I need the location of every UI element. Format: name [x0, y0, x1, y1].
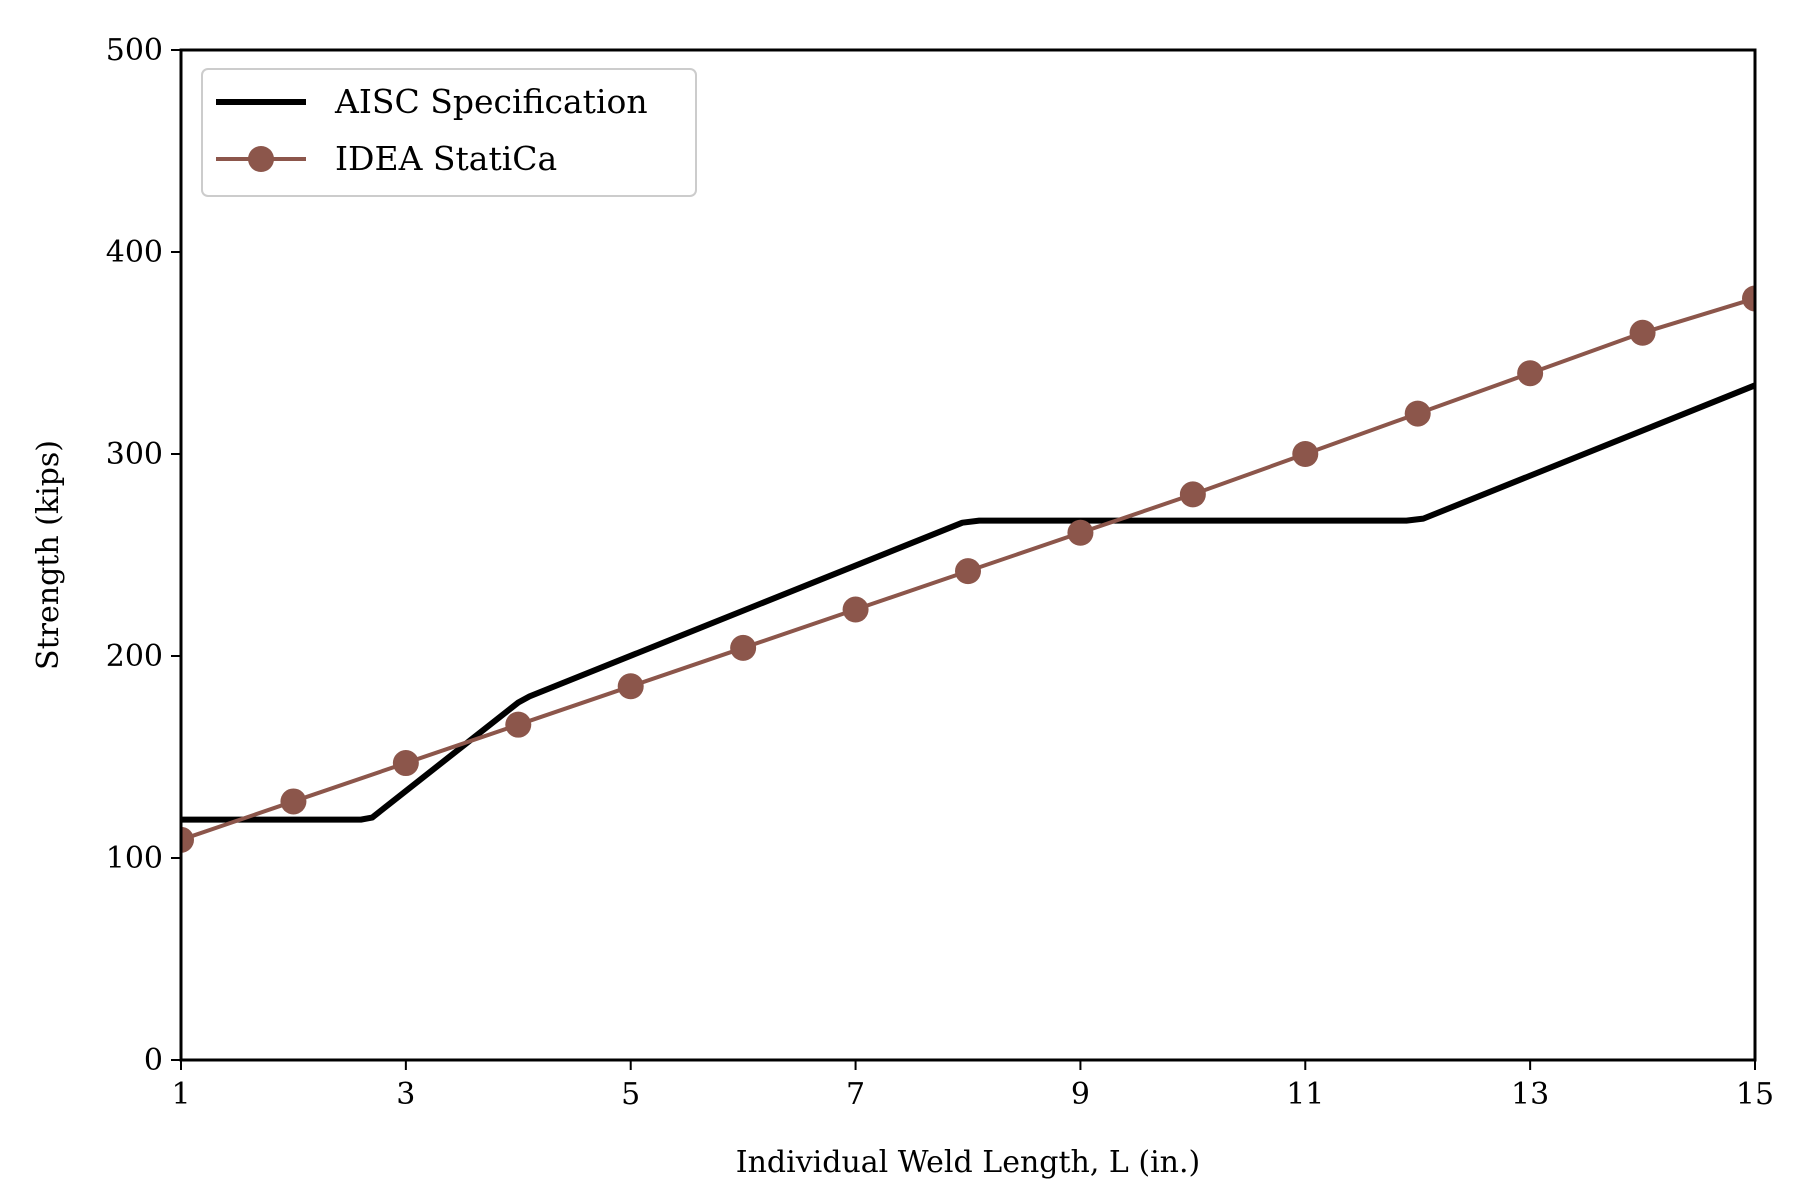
data-point [955, 558, 981, 585]
y-tick-label: 100 [106, 841, 163, 876]
x-tick-label: 15 [1736, 1077, 1774, 1112]
data-point [181, 826, 194, 853]
y-tick-label: 0 [144, 1043, 163, 1078]
x-tick-label: 7 [846, 1077, 865, 1112]
x-tick-label: 5 [621, 1077, 640, 1112]
legend-box [201, 68, 697, 197]
data-point [505, 711, 532, 738]
legend-label-idea: IDEA StatiCa [335, 139, 557, 178]
series-layer [180, 285, 1757, 853]
x-tick-label: 11 [1286, 1077, 1324, 1112]
y-tick-label: 300 [106, 437, 163, 472]
data-point [1404, 400, 1431, 427]
x-axis-label: Individual Weld Length, L (in.) [736, 1145, 1201, 1180]
data-point [280, 788, 307, 815]
series-line-aisc [181, 382, 1757, 823]
data-point [617, 673, 644, 700]
x-tick-label: 1 [171, 1077, 190, 1112]
data-point [1067, 519, 1094, 546]
x-tick-label: 9 [1071, 1077, 1090, 1112]
data-point [730, 634, 757, 661]
legend-marker-idea [248, 146, 274, 172]
legend-label-aisc: AISC Specification [334, 82, 648, 121]
data-point [392, 750, 419, 777]
data-point [842, 596, 869, 623]
y-tick-label: 200 [106, 639, 163, 674]
data-point [1742, 285, 1755, 312]
data-point [1629, 319, 1656, 346]
data-point [1517, 360, 1544, 387]
data-point [1292, 441, 1319, 467]
axes-frame [179, 48, 1757, 1062]
x-tick-label: 13 [1511, 1077, 1549, 1112]
legend: AISC Specification IDEA StatiCa [201, 68, 697, 197]
y-axis-label: Strength (kips) [31, 440, 66, 670]
y-tick-label: 400 [106, 235, 163, 270]
data-point [1179, 481, 1206, 508]
y-tick-label: 500 [106, 33, 163, 68]
x-tick-label: 3 [396, 1077, 415, 1112]
